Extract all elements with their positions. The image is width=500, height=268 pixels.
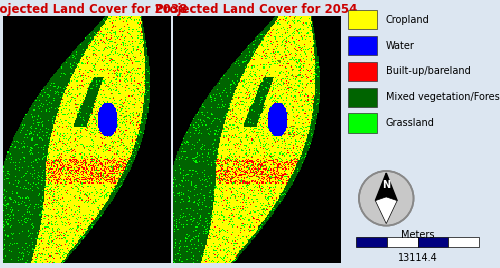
Polygon shape (386, 173, 397, 201)
Bar (348, 113, 377, 133)
Bar (418, 237, 448, 247)
Text: Meters: Meters (401, 230, 434, 240)
Text: Water: Water (386, 41, 414, 51)
Text: N: N (382, 180, 390, 190)
Text: Built-up/bareland: Built-up/bareland (386, 66, 470, 76)
Bar (348, 62, 377, 81)
Polygon shape (376, 173, 386, 201)
Bar (448, 237, 479, 247)
Text: 13114.4: 13114.4 (398, 253, 438, 263)
Title: Projected Land Cover for 2038: Projected Land Cover for 2038 (0, 3, 188, 16)
Bar (356, 237, 386, 247)
Text: Grassland: Grassland (386, 118, 434, 128)
Title: Projected Land Cover for 2054: Projected Land Cover for 2054 (155, 3, 358, 16)
Circle shape (359, 171, 414, 226)
Bar (348, 36, 377, 55)
Bar (386, 237, 418, 247)
Bar (348, 88, 377, 107)
Text: Cropland: Cropland (386, 15, 430, 25)
Text: Mixed vegetation/Forest: Mixed vegetation/Forest (386, 92, 500, 102)
Polygon shape (376, 197, 397, 224)
Bar (348, 10, 377, 29)
